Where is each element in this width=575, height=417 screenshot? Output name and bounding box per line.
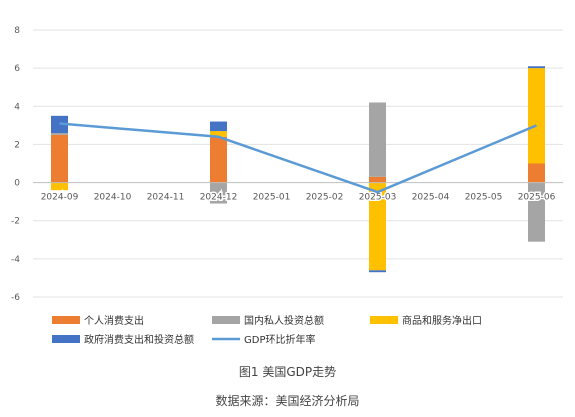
figure-title: 图1 美国GDP走势 (239, 365, 336, 379)
bar-segment (210, 131, 227, 137)
y-tick-label: 0 (14, 179, 20, 189)
gdp-line (59, 122, 537, 194)
y-tick-label: -6 (11, 293, 20, 303)
x-tick-label: 2024-09 (41, 193, 79, 203)
bar-segment (528, 66, 545, 69)
y-tick-label: 2 (14, 140, 20, 150)
y-tick-label: 8 (14, 26, 20, 36)
legend-label: 国内私人投资总额 (244, 314, 324, 327)
x-tick-label: 2025-02 (306, 193, 344, 203)
y-axis: 8 6 4 2 0 -2 -4 -6 (11, 26, 20, 303)
bar-segment (528, 68, 545, 164)
x-axis: 2024-09 2024-10 2024-11 2024-12 2025-01 2025-… (33, 182, 563, 204)
x-tick-label: 2025-06 (518, 193, 556, 203)
x-tick-label: 2024-10 (94, 193, 132, 203)
bar-segment (369, 176, 386, 183)
x-tick-label: 2025-04 (412, 193, 450, 203)
y-tick-label: 4 (14, 102, 20, 112)
gdp-line-path (59, 122, 537, 194)
gridlines (33, 29, 563, 298)
bar-segment (369, 182, 386, 271)
legend-label: 商品和服务净出口 (402, 314, 482, 327)
x-tick-label: 2025-05 (465, 193, 503, 203)
y-tick-label: 6 (14, 64, 20, 74)
bar-segment (51, 132, 68, 135)
y-tick-label: -4 (11, 255, 20, 265)
legend-swatch (52, 316, 80, 324)
x-tick-label: 2025-01 (253, 193, 291, 203)
y-tick-label: -2 (11, 217, 20, 227)
legend-swatch (370, 316, 398, 324)
data-source: 数据来源：美国经济分析局 (215, 393, 359, 408)
legend-swatch (52, 335, 80, 343)
legend-label: 个人消费支出 (84, 314, 144, 327)
legend-label: 政府消费支出和投资总额 (84, 333, 194, 346)
bar-segment (210, 121, 227, 132)
legend-swatch (212, 316, 240, 324)
x-tick-label: 2024-12 (200, 193, 238, 203)
x-tick-label: 2025-03 (359, 193, 397, 203)
legend-label: GDP环比折年率 (244, 333, 315, 346)
bar-segment (210, 182, 227, 204)
bar-segment (528, 163, 545, 183)
bar-segment (51, 134, 68, 183)
x-tick-label: 2024-11 (147, 193, 185, 203)
bars (51, 66, 545, 273)
bar-segment (528, 182, 545, 242)
bar-segment (210, 136, 227, 183)
bar-segment (369, 102, 386, 177)
bar-segment (369, 270, 386, 273)
bar-segment (51, 182, 68, 191)
